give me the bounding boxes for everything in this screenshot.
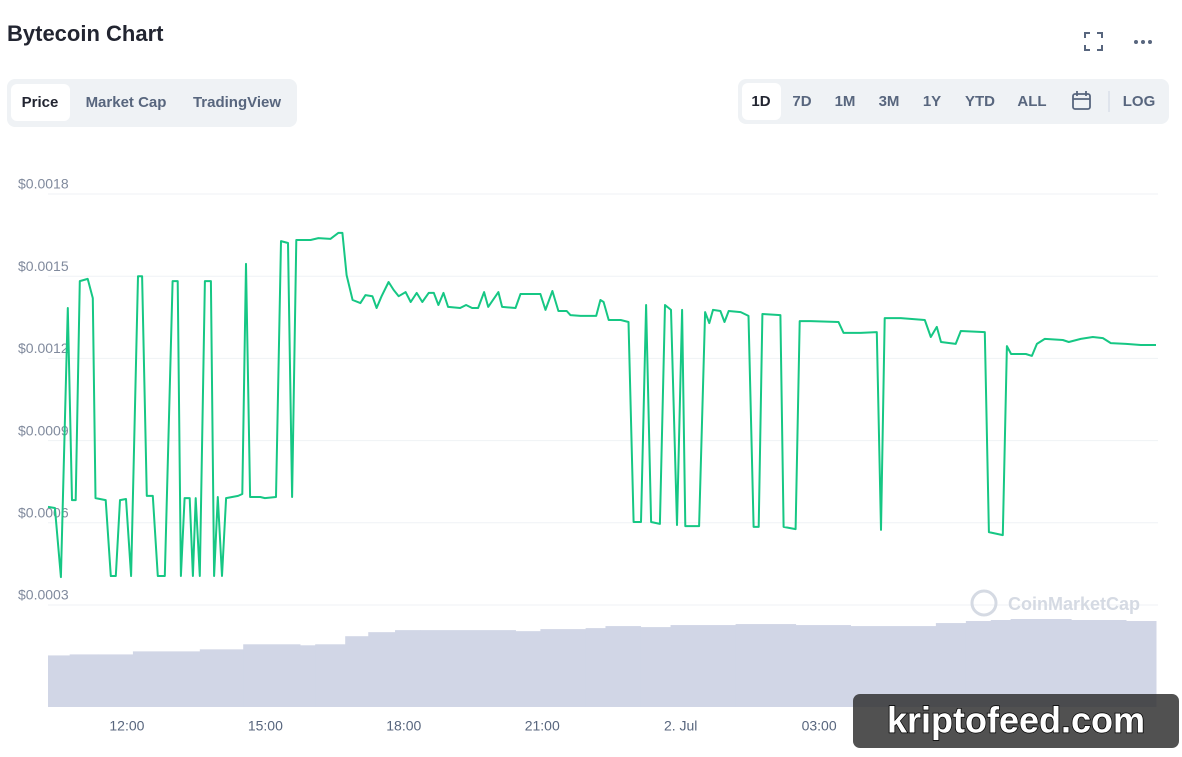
volume-bar (605, 626, 642, 707)
overlay-box (853, 694, 1179, 748)
volume-bar (585, 628, 606, 707)
tab[interactable]: Price (22, 94, 59, 111)
x-tick-label: 21:00 (525, 718, 560, 734)
chart-title: Bytecoin Chart (7, 21, 164, 46)
volume-bar (735, 624, 797, 707)
volume-bar (990, 620, 1012, 707)
watermark-logo (970, 589, 998, 617)
volume-bar (395, 630, 421, 707)
volume-bar (299, 645, 316, 707)
volume-bar (795, 625, 852, 707)
range-button[interactable]: 1D (751, 93, 770, 110)
volume-bar (97, 654, 134, 707)
volume-bar (368, 632, 396, 707)
volume-bar (515, 631, 541, 707)
y-tick-label: $0.0003 (18, 587, 69, 603)
more-icon[interactable] (1134, 40, 1152, 44)
range-button[interactable]: ALL (1017, 93, 1046, 110)
volume-bar (132, 651, 201, 707)
range-group (738, 79, 1169, 124)
x-tick-label: 18:00 (386, 718, 421, 734)
tab-group (7, 79, 297, 127)
range-button[interactable]: YTD (965, 93, 995, 110)
range-button[interactable]: 7D (792, 93, 811, 110)
log-button[interactable]: LOG (1123, 93, 1156, 110)
overlay-watermark: kriptofeed.com (887, 700, 1145, 741)
calendar-icon[interactable] (1072, 91, 1091, 110)
y-tick-label: $0.0012 (18, 340, 69, 356)
active-range (742, 83, 781, 120)
tab[interactable]: TradingView (193, 94, 281, 111)
x-tick-label: 12:00 (109, 718, 144, 734)
range-button[interactable]: 1M (835, 93, 856, 110)
volume-bar (48, 655, 71, 707)
volume-bar (243, 644, 301, 707)
chart-watermark: CoinMarketCap (1008, 594, 1140, 614)
volume-bar (420, 630, 516, 707)
price-line (47, 231, 1156, 579)
volume-bar (850, 626, 937, 707)
y-tick-label: $0.0009 (18, 422, 69, 438)
range-button[interactable]: 1Y (923, 93, 941, 110)
volume-bar (1010, 619, 1072, 707)
x-tick-label: 2. Jul (664, 718, 697, 734)
volume-bar (965, 621, 992, 707)
volume-bar (1071, 620, 1102, 707)
y-tick-label: $0.0015 (18, 258, 69, 274)
volume-bar (1101, 620, 1127, 707)
x-tick-label: 03:00 (802, 718, 837, 734)
x-tick-label: 15:00 (248, 718, 283, 734)
volume-bar (199, 649, 244, 707)
volume-bar (670, 625, 737, 707)
volume-bar (935, 623, 967, 707)
volume-bar (1126, 621, 1157, 707)
volume-bar (69, 654, 99, 707)
range-button[interactable]: 3M (879, 93, 900, 110)
fullscreen-icon[interactable] (1084, 32, 1103, 51)
volume-bar (540, 629, 587, 707)
volume-bar (315, 644, 346, 707)
y-tick-label: $0.0018 (18, 176, 69, 192)
volume-bar (640, 627, 672, 707)
volume-bar (345, 636, 369, 707)
y-tick-label: $0.0006 (18, 505, 69, 521)
active-tab (11, 84, 70, 121)
tab[interactable]: Market Cap (86, 94, 167, 111)
